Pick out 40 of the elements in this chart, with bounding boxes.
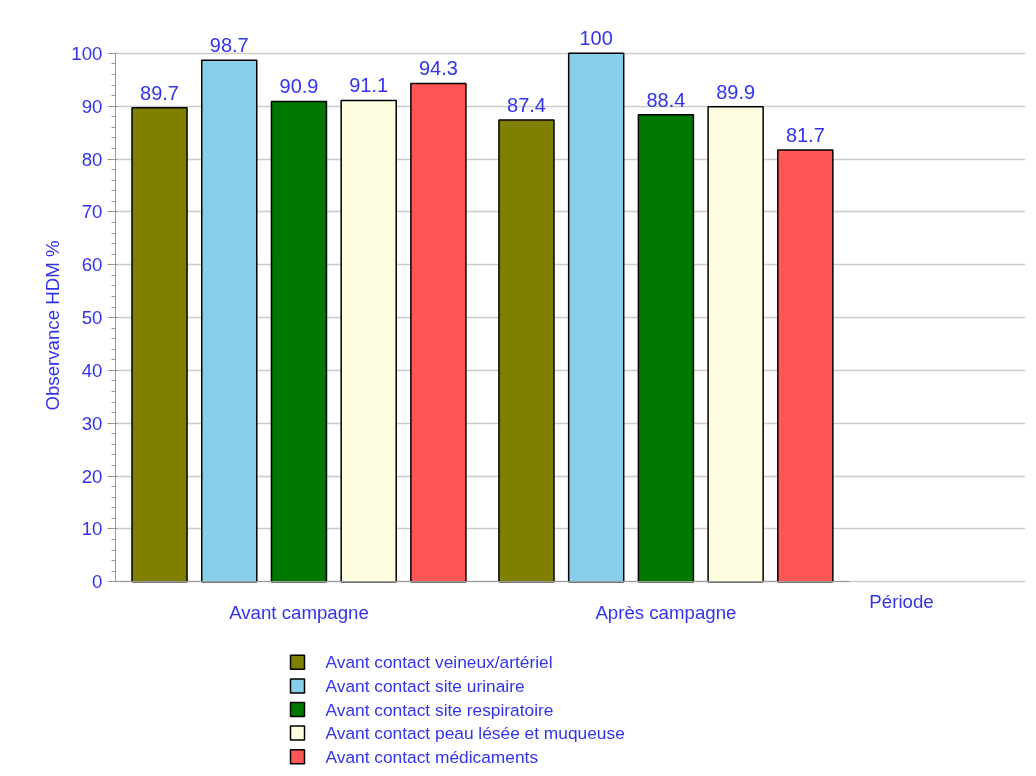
data-label: 89.7 [140, 81, 180, 104]
y-tick-label: 0 [92, 571, 103, 593]
bar [200, 59, 258, 583]
bar [410, 82, 467, 583]
y-tick-label: 90 [81, 95, 103, 117]
bar [340, 99, 397, 583]
y-tick-label: 20 [81, 465, 103, 487]
bar [131, 107, 188, 583]
bar [567, 52, 625, 583]
y-tick-label: 80 [81, 148, 103, 170]
y-tick-label: 50 [81, 307, 103, 329]
data-label: 87.4 [507, 93, 546, 116]
y-tick-label: 30 [81, 412, 103, 434]
data-label: 90.9 [279, 75, 319, 98]
bar [637, 113, 695, 583]
data-label: 94.3 [418, 57, 458, 80]
y-axis-title: Observance HDM % [42, 240, 64, 411]
x-tick-label: Après campagne [595, 601, 737, 623]
data-label: 88.4 [646, 88, 686, 111]
legend-label: Avant contact peau lésée et muqueuse [325, 723, 625, 744]
legend-label: Avant contact site urinaire [325, 675, 525, 696]
bar [270, 100, 328, 583]
bar [498, 119, 555, 583]
y-tick-label: 40 [81, 359, 103, 381]
data-label: 91.1 [349, 74, 389, 97]
legend-label: Avant contact veineux/artériel [325, 652, 553, 673]
data-label: 89.9 [716, 80, 756, 103]
y-tick-label: 60 [81, 254, 103, 276]
bar [777, 149, 834, 583]
data-label: 100 [579, 27, 613, 50]
legend-label: Avant contact médicaments [325, 746, 539, 767]
x-axis-title: Période [869, 591, 934, 613]
data-label: 98.7 [209, 34, 249, 57]
y-tick-label: 100 [71, 42, 103, 64]
y-tick-label: 10 [81, 518, 103, 540]
legend-label: Avant contact site respiratoire [325, 699, 554, 720]
bar [707, 105, 764, 583]
y-tick-label: 70 [81, 201, 103, 223]
x-tick-label: Avant campagne [229, 601, 369, 623]
data-label: 81.7 [785, 124, 825, 147]
